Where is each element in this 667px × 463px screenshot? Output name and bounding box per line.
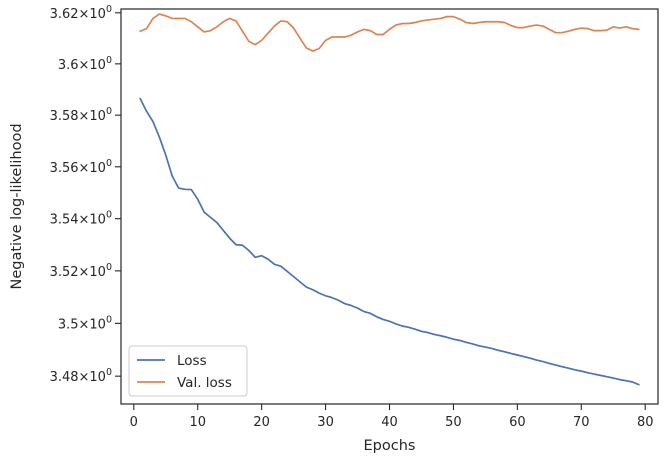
x-tick-label: 30 — [317, 415, 334, 430]
x-tick-label: 10 — [189, 415, 206, 430]
y-axis-title: Negative log-likelihood — [9, 123, 25, 289]
series-line-loss — [139, 97, 640, 386]
x-tick-label: 60 — [509, 415, 526, 430]
legend-label: Loss — [177, 353, 207, 369]
plot-area — [121, 9, 658, 404]
x-tick-label: 50 — [445, 415, 462, 430]
legend-label: Val. loss — [177, 375, 232, 391]
x-axis-title: Epochs — [364, 438, 416, 454]
x-tick-label: 80 — [637, 415, 654, 430]
x-tick-label: 70 — [573, 415, 590, 430]
x-tick-label: 0 — [130, 415, 138, 430]
y-tick-label: 3.56×100 — [50, 158, 112, 176]
y-tick-label: 3.62×100 — [50, 4, 112, 22]
y-tick-label: 3.52×100 — [50, 262, 112, 280]
legend-box — [128, 345, 248, 397]
x-axis: 0 10 20 30 40 50 60 70 80 — [130, 404, 654, 430]
x-tick-label: 40 — [381, 415, 398, 430]
y-tick-label: 3.6×100 — [58, 55, 112, 73]
series-layer — [139, 13, 640, 386]
x-tick-label: 20 — [253, 415, 270, 430]
y-tick-label: 3.48×100 — [50, 367, 112, 385]
y-tick-label: 3.54×100 — [50, 210, 112, 228]
y-tick-label: 3.58×100 — [50, 106, 112, 124]
y-tick-label: 3.5×100 — [58, 314, 112, 332]
series-line-val-loss — [139, 13, 640, 52]
legend: Loss Val. loss — [128, 345, 248, 397]
y-axis: 3.48×100 3.5×100 3.52×100 3.54×100 3.56×100 3… — [50, 4, 121, 385]
